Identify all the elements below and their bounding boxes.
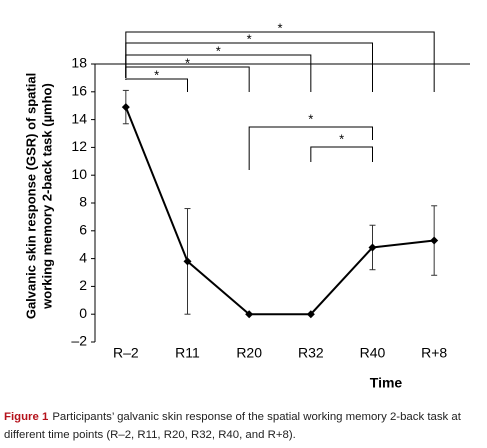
x-tick-label: R40 [360,345,386,361]
y-tick-label: 16 [71,83,87,99]
data-point [245,310,254,319]
caption-text: Participants’ galvanic skin response of … [4,411,461,441]
significance-bracket [125,31,435,92]
chart: Time Galvanic skin response (GSR) of spa… [23,20,470,391]
y-tick-label: 12 [71,138,87,154]
y-tick-label: 4 [79,249,87,265]
significance-label: * [277,20,282,35]
caption-label: Figure 1 [4,411,49,423]
data-point [183,257,192,266]
y-tick-label: 8 [79,194,87,210]
significance-bracket [125,78,188,92]
significance-label: * [339,131,344,146]
data-point [121,103,130,112]
y-tick-label: 18 [71,55,87,71]
x-tick-label: R–2 [113,345,139,361]
y-axis-title: working memory 2-back task (µmho) [39,83,54,310]
caption: Figure 1 Participants’ galvanic skin resp… [4,408,484,444]
significance-label: * [216,43,221,58]
y-tick-label: 0 [79,305,87,321]
x-tick-label: R32 [298,345,324,361]
significance-bracket [310,146,373,162]
y-tick-label: –2 [71,333,87,349]
y-tick-label: 6 [79,222,87,238]
x-tick-label: R11 [175,345,200,361]
significance-label: * [308,111,313,126]
y-tick-label: 10 [71,166,87,182]
x-axis-title: Time [370,375,403,391]
data-point [306,310,315,319]
y-tick-label: 2 [79,277,87,293]
data-point [368,243,377,252]
data-line [124,106,435,316]
x-tick-label: R20 [236,345,262,361]
y-tick-label: 14 [71,110,87,126]
x-tick-label: R+8 [421,345,447,361]
significance-bracket [248,126,373,170]
data-point [430,236,439,245]
y-axis-title: Galvanic skin response (GSR) of spatial [23,73,38,319]
significance-label: * [247,31,252,46]
significance-label: * [185,55,190,70]
significance-label: * [154,67,159,82]
